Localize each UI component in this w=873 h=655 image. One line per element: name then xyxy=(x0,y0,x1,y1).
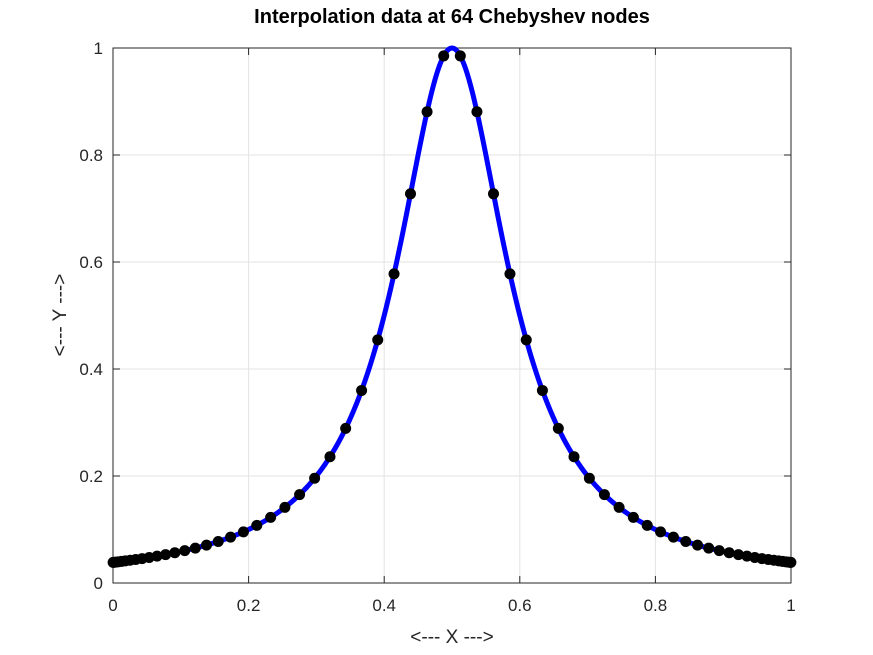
node-point xyxy=(680,535,692,547)
axes: 0 0.2 0.4 0.6 0.8 1 0 0.2 0.4 0.6 0.8 1 xyxy=(79,39,795,615)
node-point xyxy=(189,542,201,554)
node-point xyxy=(179,545,191,557)
y-tick-label: 0.4 xyxy=(79,360,103,379)
node-point xyxy=(598,489,610,501)
node-point xyxy=(741,550,753,562)
node-point xyxy=(583,472,595,484)
node-point xyxy=(309,472,321,484)
x-tick-label: 0 xyxy=(108,596,117,615)
node-point xyxy=(723,547,735,559)
y-tick-label: 0.2 xyxy=(79,467,103,486)
y-tick-label: 1 xyxy=(94,39,103,58)
node-point xyxy=(692,539,704,551)
node-point xyxy=(536,384,548,396)
node-point xyxy=(372,334,384,346)
node-point xyxy=(713,545,725,557)
node-point xyxy=(627,511,639,523)
node-point xyxy=(225,531,237,543)
node-point xyxy=(504,268,516,280)
y-tick-label: 0.6 xyxy=(79,253,103,272)
node-point xyxy=(487,188,499,200)
node-point xyxy=(471,106,483,118)
x-tick-label: 1 xyxy=(786,596,795,615)
node-point xyxy=(454,50,466,62)
y-tick-label: 0 xyxy=(94,574,103,593)
node-point xyxy=(421,106,433,118)
node-point xyxy=(169,547,181,559)
x-tick-label: 0.4 xyxy=(372,596,396,615)
node-point xyxy=(641,519,653,531)
y-tick-label: 0.8 xyxy=(79,146,103,165)
x-tick-label: 0.2 xyxy=(237,596,261,615)
node-point xyxy=(388,268,400,280)
node-point xyxy=(732,549,744,561)
node-point xyxy=(667,531,679,543)
node-point xyxy=(160,549,172,561)
node-point xyxy=(251,519,263,531)
node-point xyxy=(294,489,306,501)
node-point xyxy=(405,188,417,200)
node-point xyxy=(237,526,249,538)
node-point xyxy=(324,451,336,463)
node-point xyxy=(200,539,212,551)
node-point xyxy=(655,526,667,538)
node-point xyxy=(703,542,715,554)
node-point xyxy=(212,535,224,547)
node-point xyxy=(107,556,119,568)
node-point xyxy=(568,451,580,463)
node-point xyxy=(356,384,368,396)
x-tick-label: 0.6 xyxy=(508,596,532,615)
y-axis-label: <--- Y ---> xyxy=(50,274,71,357)
x-axis-label: <--- X ---> xyxy=(410,627,493,648)
node-point xyxy=(552,422,564,434)
x-tick-label: 0.8 xyxy=(644,596,668,615)
node-point xyxy=(279,501,291,513)
node-point xyxy=(265,511,277,523)
node-point xyxy=(438,50,450,62)
chart-title: Interpolation data at 64 Chebyshev nodes xyxy=(254,6,650,28)
node-point xyxy=(613,501,625,513)
series xyxy=(107,45,797,568)
node-point xyxy=(340,422,352,434)
node-point xyxy=(520,334,532,346)
